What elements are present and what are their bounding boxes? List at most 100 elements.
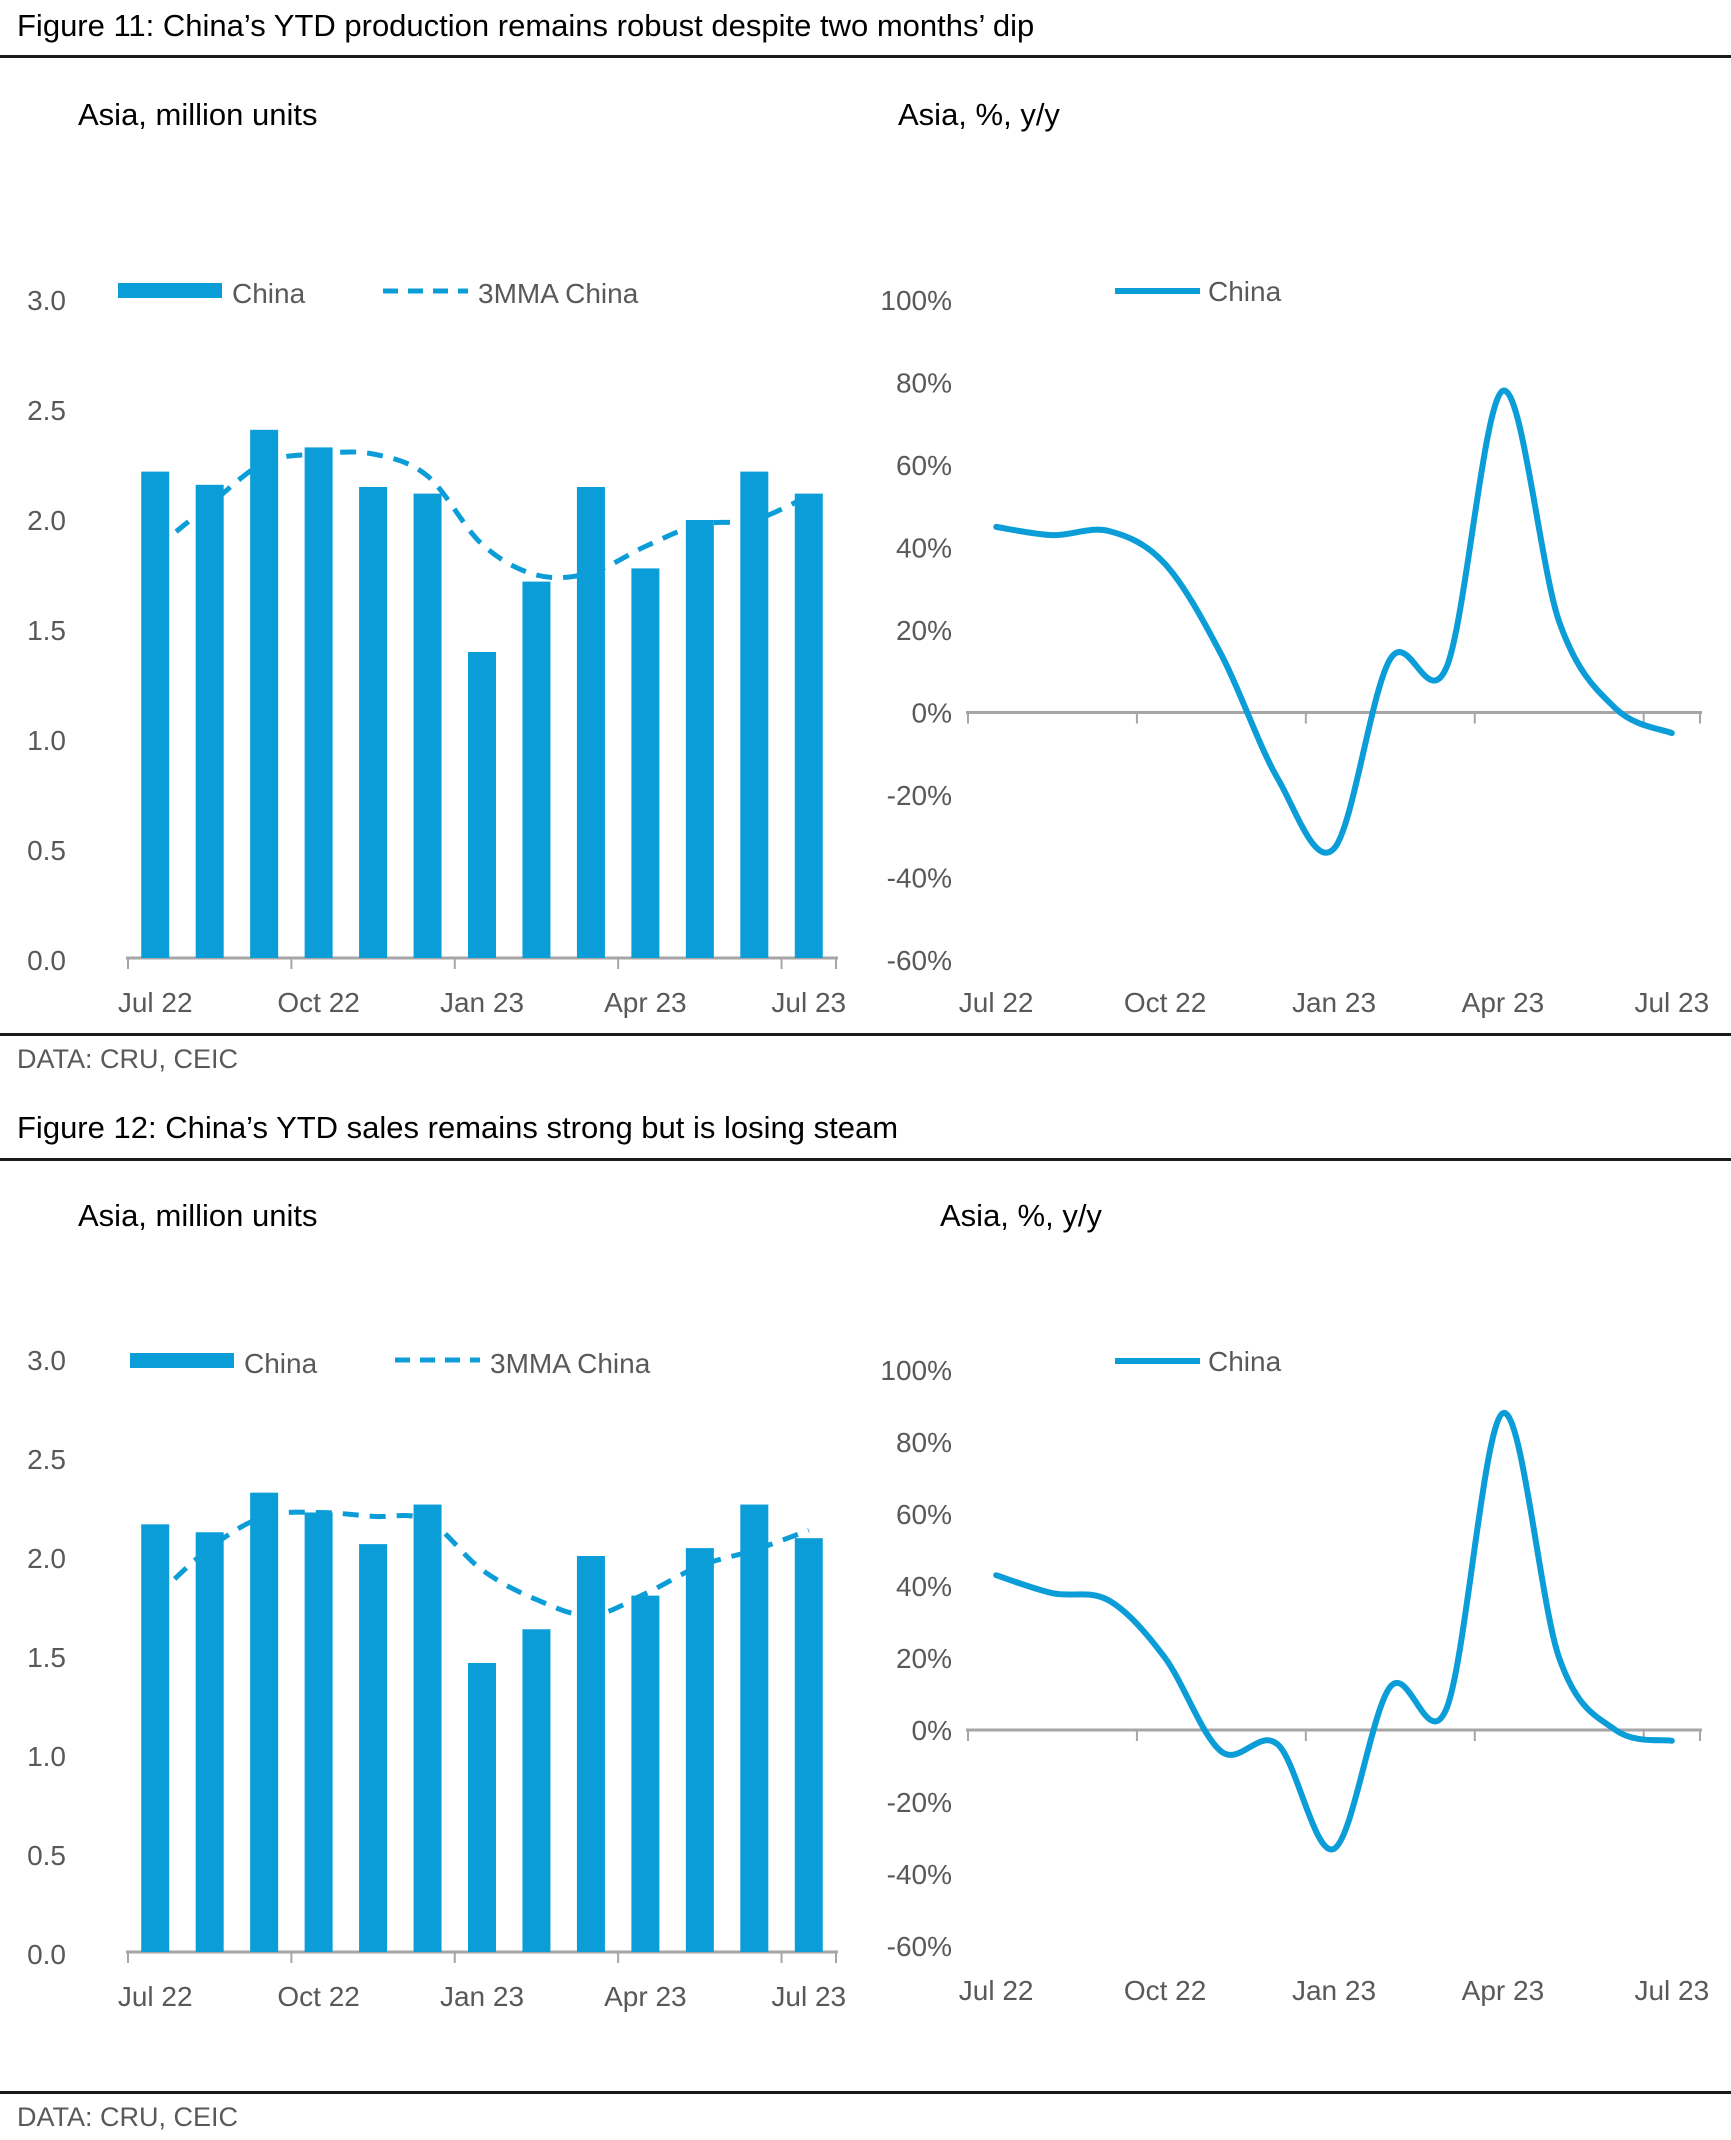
- x-axis-label: Oct 22: [277, 1981, 359, 2012]
- x-axis-label: Jul 23: [1634, 987, 1709, 1018]
- figure-12-title-rule: [0, 1158, 1731, 1161]
- legend-label: 3MMA China: [478, 278, 639, 309]
- y-axis-label: -20%: [887, 1787, 952, 1818]
- y-axis-label: 1.5: [27, 1642, 66, 1673]
- y-axis-label: 40%: [896, 1571, 952, 1602]
- x-axis-label: Jan 23: [440, 1981, 524, 2012]
- y-axis-label: 100%: [880, 285, 952, 316]
- figure-11-right-subtitle: Asia, %, y/y: [898, 97, 1060, 132]
- figure-11-title-rule: [0, 55, 1731, 58]
- y-axis-label: 20%: [896, 615, 952, 646]
- figure-12-right-subtitle: Asia, %, y/y: [940, 1198, 1102, 1233]
- bar: [250, 429, 279, 958]
- bar: [631, 1595, 660, 1952]
- bar: [740, 471, 769, 958]
- figure-11-source-rule: [0, 1033, 1731, 1036]
- bar: [522, 581, 551, 958]
- legend-bar-swatch: [130, 1353, 234, 1368]
- legend-label: China: [1208, 276, 1282, 307]
- y-axis-label: 2.0: [27, 1543, 66, 1574]
- bar: [576, 1556, 605, 1952]
- x-axis-label: Jul 22: [118, 1981, 193, 2012]
- x-axis-label: Oct 22: [277, 987, 359, 1018]
- bar: [250, 1492, 279, 1952]
- production-yoy-chart: 100% 80% 60% 40% 20% 0% -20% -40% -60% China Jul 2…: [880, 276, 1709, 1018]
- bar: [468, 1662, 496, 1952]
- y-axis-label: 3.0: [27, 1345, 66, 1376]
- figure-11-title: Figure 11: China’s YTD production remain…: [17, 8, 1035, 43]
- y-axis-label: 0.0: [27, 945, 66, 976]
- figure-11-left-subtitle: Asia, million units: [78, 97, 318, 132]
- y-axis-label: -60%: [887, 1931, 952, 1962]
- x-axis-label: Jan 23: [1292, 1975, 1376, 2006]
- series-line: [993, 387, 1675, 856]
- bar: [794, 1538, 823, 1952]
- bar: [631, 568, 660, 958]
- legend-label: China: [244, 1348, 318, 1379]
- bar: [522, 1629, 551, 1952]
- legend-label: China: [1208, 1346, 1282, 1377]
- figure-12-source: DATA: CRU, CEIC: [17, 2102, 239, 2132]
- bar: [794, 493, 823, 958]
- y-axis-label: 1.5: [27, 615, 66, 646]
- x-axis-label: Apr 23: [604, 987, 687, 1018]
- y-axis-label: 60%: [896, 1499, 952, 1530]
- bar: [685, 1548, 714, 1952]
- y-axis-label: 60%: [896, 450, 952, 481]
- y-axis-label: -20%: [887, 780, 952, 811]
- bar: [304, 1512, 333, 1952]
- y-axis-label: 40%: [896, 533, 952, 564]
- 3mma-line: [153, 1509, 810, 1618]
- y-axis-label: 2.5: [27, 395, 66, 426]
- y-axis-label: 0%: [912, 698, 952, 729]
- x-axis-label: Jul 23: [771, 987, 846, 1018]
- y-axis-label: 20%: [896, 1643, 952, 1674]
- bar: [359, 487, 388, 958]
- legend-label: China: [232, 278, 306, 309]
- bar: [359, 1544, 388, 1952]
- x-axis-label: Apr 23: [1462, 1975, 1545, 2006]
- x-axis-label: Jul 22: [118, 987, 193, 1018]
- sales-volume-chart: 3.0 2.5 2.0 1.5 1.0 0.5 0.0 China 3MMA China Jul …: [27, 1345, 846, 2012]
- y-axis-label: 1.0: [27, 725, 66, 756]
- y-axis-label: -40%: [887, 1859, 952, 1890]
- x-axis-label: Oct 22: [1124, 1975, 1206, 2006]
- y-axis-label: 2.5: [27, 1444, 66, 1475]
- y-axis-label: 1.0: [27, 1741, 66, 1772]
- bar: [195, 1532, 224, 1952]
- bar: [576, 487, 605, 958]
- y-axis-label: 0.0: [27, 1939, 66, 1970]
- y-axis-label: -40%: [887, 863, 952, 894]
- bar: [304, 447, 333, 958]
- y-axis-label: 100%: [880, 1355, 952, 1386]
- x-axis-label: Jul 22: [959, 1975, 1034, 2006]
- bar: [413, 493, 442, 958]
- bar: [141, 471, 170, 958]
- bar: [740, 1504, 769, 1952]
- y-axis-label: 80%: [896, 368, 952, 399]
- figure-11-source: DATA: CRU, CEIC: [17, 1044, 239, 1074]
- figure-12-left-subtitle: Asia, million units: [78, 1198, 318, 1233]
- production-volume-chart: 3.0 2.5 2.0 1.5 1.0 0.5 0.0 China 3MMA China Jul …: [27, 278, 846, 1018]
- bar: [685, 520, 714, 958]
- y-axis-label: -60%: [887, 945, 952, 976]
- y-axis-label: 80%: [896, 1427, 952, 1458]
- x-axis-label: Apr 23: [604, 1981, 687, 2012]
- bar: [195, 484, 224, 958]
- y-axis-label: 0.5: [27, 1840, 66, 1871]
- legend-label: 3MMA China: [490, 1348, 651, 1379]
- x-axis-label: Jan 23: [440, 987, 524, 1018]
- sales-yoy-chart: 100% 80% 60% 40% 20% 0% -20% -40% -60% China Jul 2…: [880, 1346, 1709, 2006]
- x-axis-label: Oct 22: [1124, 987, 1206, 1018]
- figure-12-source-rule: [0, 2091, 1731, 2094]
- x-axis-label: Jul 23: [1634, 1975, 1709, 2006]
- x-axis-label: Jul 23: [771, 1981, 846, 2012]
- bar: [468, 652, 496, 958]
- x-axis-label: Jan 23: [1292, 987, 1376, 1018]
- y-axis-label: 3.0: [27, 285, 66, 316]
- legend-bar-swatch: [118, 283, 222, 298]
- x-axis-label: Apr 23: [1462, 987, 1545, 1018]
- series-line: [993, 1410, 1675, 1853]
- y-axis-label: 2.0: [27, 505, 66, 536]
